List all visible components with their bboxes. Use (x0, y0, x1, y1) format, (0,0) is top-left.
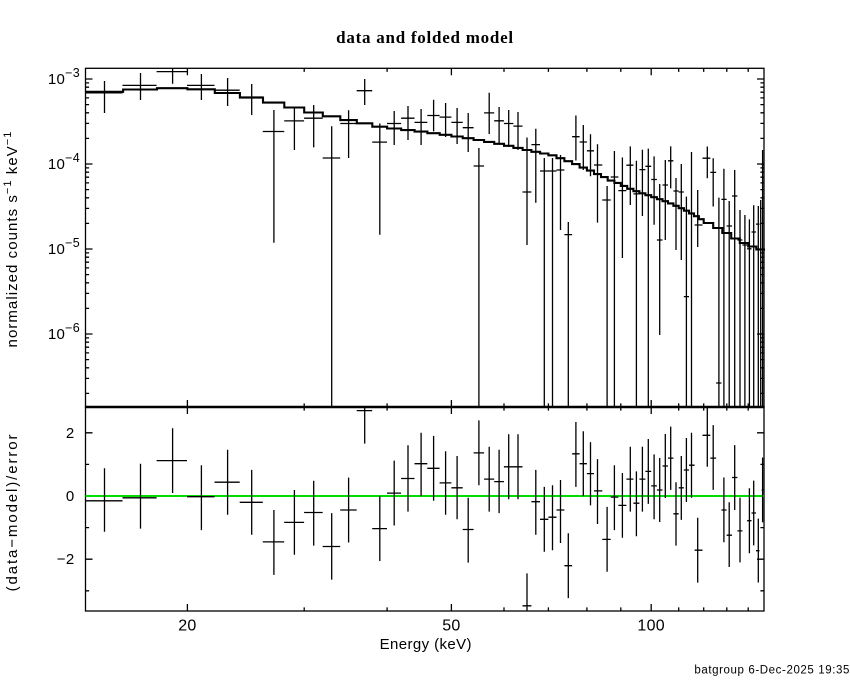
svg-text:2: 2 (66, 425, 75, 442)
svg-text:batgroup 6-Dec-2025 19:35: batgroup 6-Dec-2025 19:35 (694, 665, 850, 677)
svg-text:50: 50 (442, 618, 460, 635)
svg-text:data and folded model: data and folded model (336, 28, 514, 47)
svg-text:(data−model)/error: (data−model)/error (4, 433, 21, 592)
svg-text:0: 0 (66, 488, 75, 505)
svg-text:Energy (keV): Energy (keV) (380, 636, 472, 653)
svg-text:20: 20 (178, 618, 196, 635)
svg-text:−2: −2 (57, 551, 75, 568)
svg-text:100: 100 (637, 618, 665, 635)
svg-text:normalized counts s−1 keV−1: normalized counts s−1 keV−1 (2, 131, 21, 348)
